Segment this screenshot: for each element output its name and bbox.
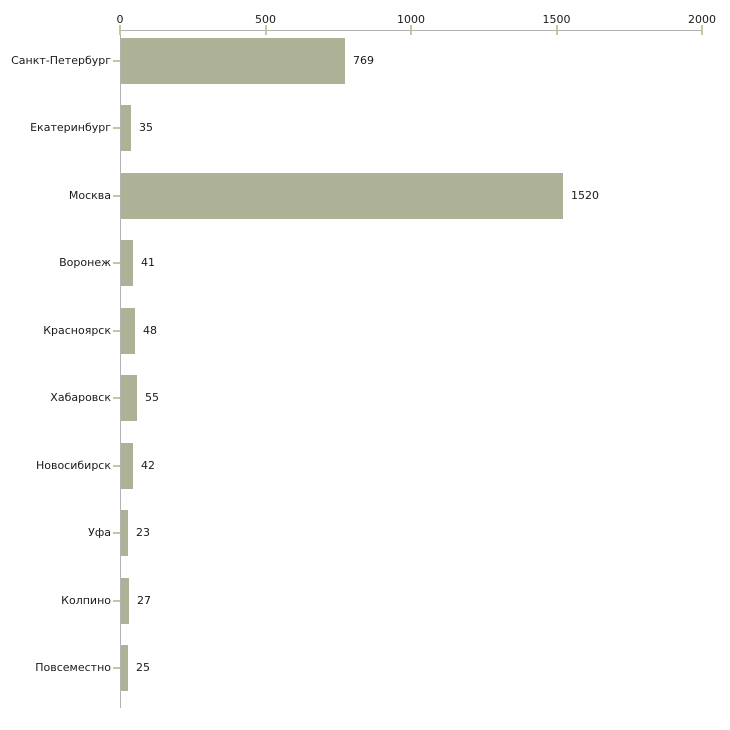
category-label: Екатеринбург: [30, 121, 111, 135]
category-label: Санкт-Петербург: [11, 53, 111, 67]
x-axis-tick: [410, 25, 412, 35]
bar: [121, 172, 563, 219]
category-label: Красноярск: [43, 323, 111, 337]
y-axis-tick: [113, 329, 120, 332]
bar: [121, 510, 128, 557]
y-axis-tick: [113, 194, 120, 197]
value-label: 1520: [571, 188, 599, 202]
x-axis-tick: [119, 25, 121, 35]
y-axis-tick: [113, 59, 120, 62]
x-axis-tick: [555, 25, 558, 35]
bar: [121, 375, 137, 422]
value-label: 42: [141, 458, 155, 472]
x-axis-tick-label: 2000: [688, 13, 716, 26]
y-axis-line: [120, 30, 121, 708]
bar: [121, 37, 345, 84]
y-axis-tick: [113, 397, 120, 400]
x-axis-tick-label: 1000: [397, 13, 425, 26]
y-axis-tick: [113, 127, 120, 130]
bar: [121, 105, 131, 152]
category-label: Хабаровск: [50, 391, 111, 405]
bar: [121, 577, 129, 624]
y-axis-tick: [113, 599, 120, 602]
x-axis-tick-label: 0: [116, 13, 124, 26]
value-label: 41: [141, 256, 155, 270]
y-axis-tick: [113, 464, 120, 467]
bar: [121, 645, 128, 692]
x-axis-tick: [701, 25, 703, 35]
category-label: Москва: [68, 188, 111, 202]
category-label: Новосибирск: [35, 458, 111, 472]
category-label: Колпино: [61, 593, 111, 607]
value-label: 769: [353, 53, 374, 67]
value-label: 55: [145, 391, 159, 405]
x-axis-tick-label: 1500: [542, 13, 571, 26]
value-label: 48: [143, 323, 157, 337]
value-label: 35: [139, 121, 153, 135]
y-axis-tick: [113, 262, 120, 265]
value-label: 23: [136, 526, 150, 540]
bar: [121, 307, 135, 354]
value-label: 27: [137, 593, 151, 607]
bar: [121, 240, 133, 287]
x-axis-tick: [264, 25, 267, 35]
x-axis-tick-label: 500: [255, 13, 276, 26]
category-label: Уфа: [88, 526, 111, 540]
category-label: Воронеж: [59, 256, 111, 270]
y-axis-tick: [113, 667, 120, 670]
category-label: Повсеместно: [35, 661, 111, 675]
y-axis-tick: [113, 532, 120, 535]
value-label: 25: [136, 661, 150, 675]
bar: [121, 442, 133, 489]
